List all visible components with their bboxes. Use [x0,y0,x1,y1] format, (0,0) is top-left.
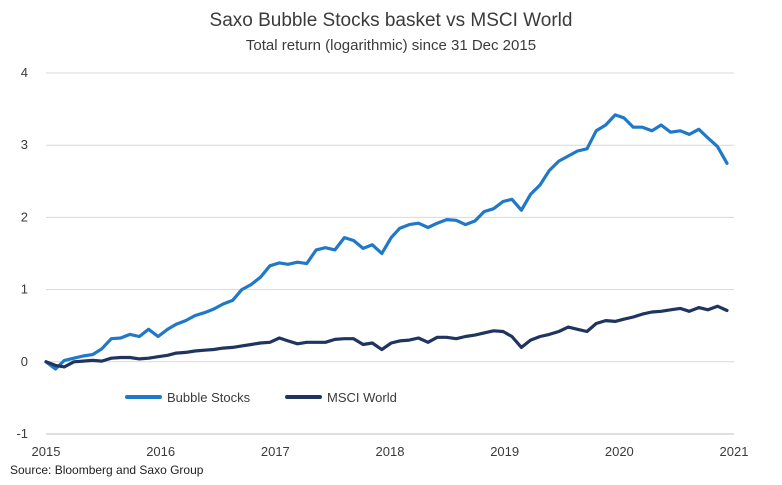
gridlines [46,72,734,435]
y-tick-label: 4 [21,65,28,80]
series-lines [44,113,729,371]
series-line-bubble-stocks [44,113,729,371]
x-axis-ticks: 2015 2016 2017 2018 2019 2020 2021 [32,444,749,459]
x-tick-label: 2020 [605,444,634,459]
x-tick-label: 2019 [490,444,519,459]
y-tick-label: 0 [21,354,28,369]
x-tick-label: 2016 [146,444,175,459]
y-tick-label: 1 [21,282,28,297]
x-tick-label: 2021 [720,444,749,459]
x-tick-label: 2017 [261,444,290,459]
y-axis-ticks: -1 0 1 2 3 4 [16,65,28,441]
legend: Bubble Stocks MSCI World [125,390,397,405]
y-tick-label: 2 [21,209,28,224]
chart-subtitle: Total return (logarithmic) since 31 Dec … [246,37,536,54]
x-tick-label: 2018 [376,444,405,459]
series-line-msci-world [44,304,729,369]
chart-title: Saxo Bubble Stocks basket vs MSCI World [210,10,573,31]
y-tick-label: 3 [21,137,28,152]
source-note: Source: Bloomberg and Saxo Group [10,463,204,477]
x-tick-label: 2015 [32,444,61,459]
y-tick-label: -1 [16,426,28,441]
legend-label-bubble-stocks: Bubble Stocks [167,390,251,405]
legend-label-msci-world: MSCI World [327,390,397,405]
